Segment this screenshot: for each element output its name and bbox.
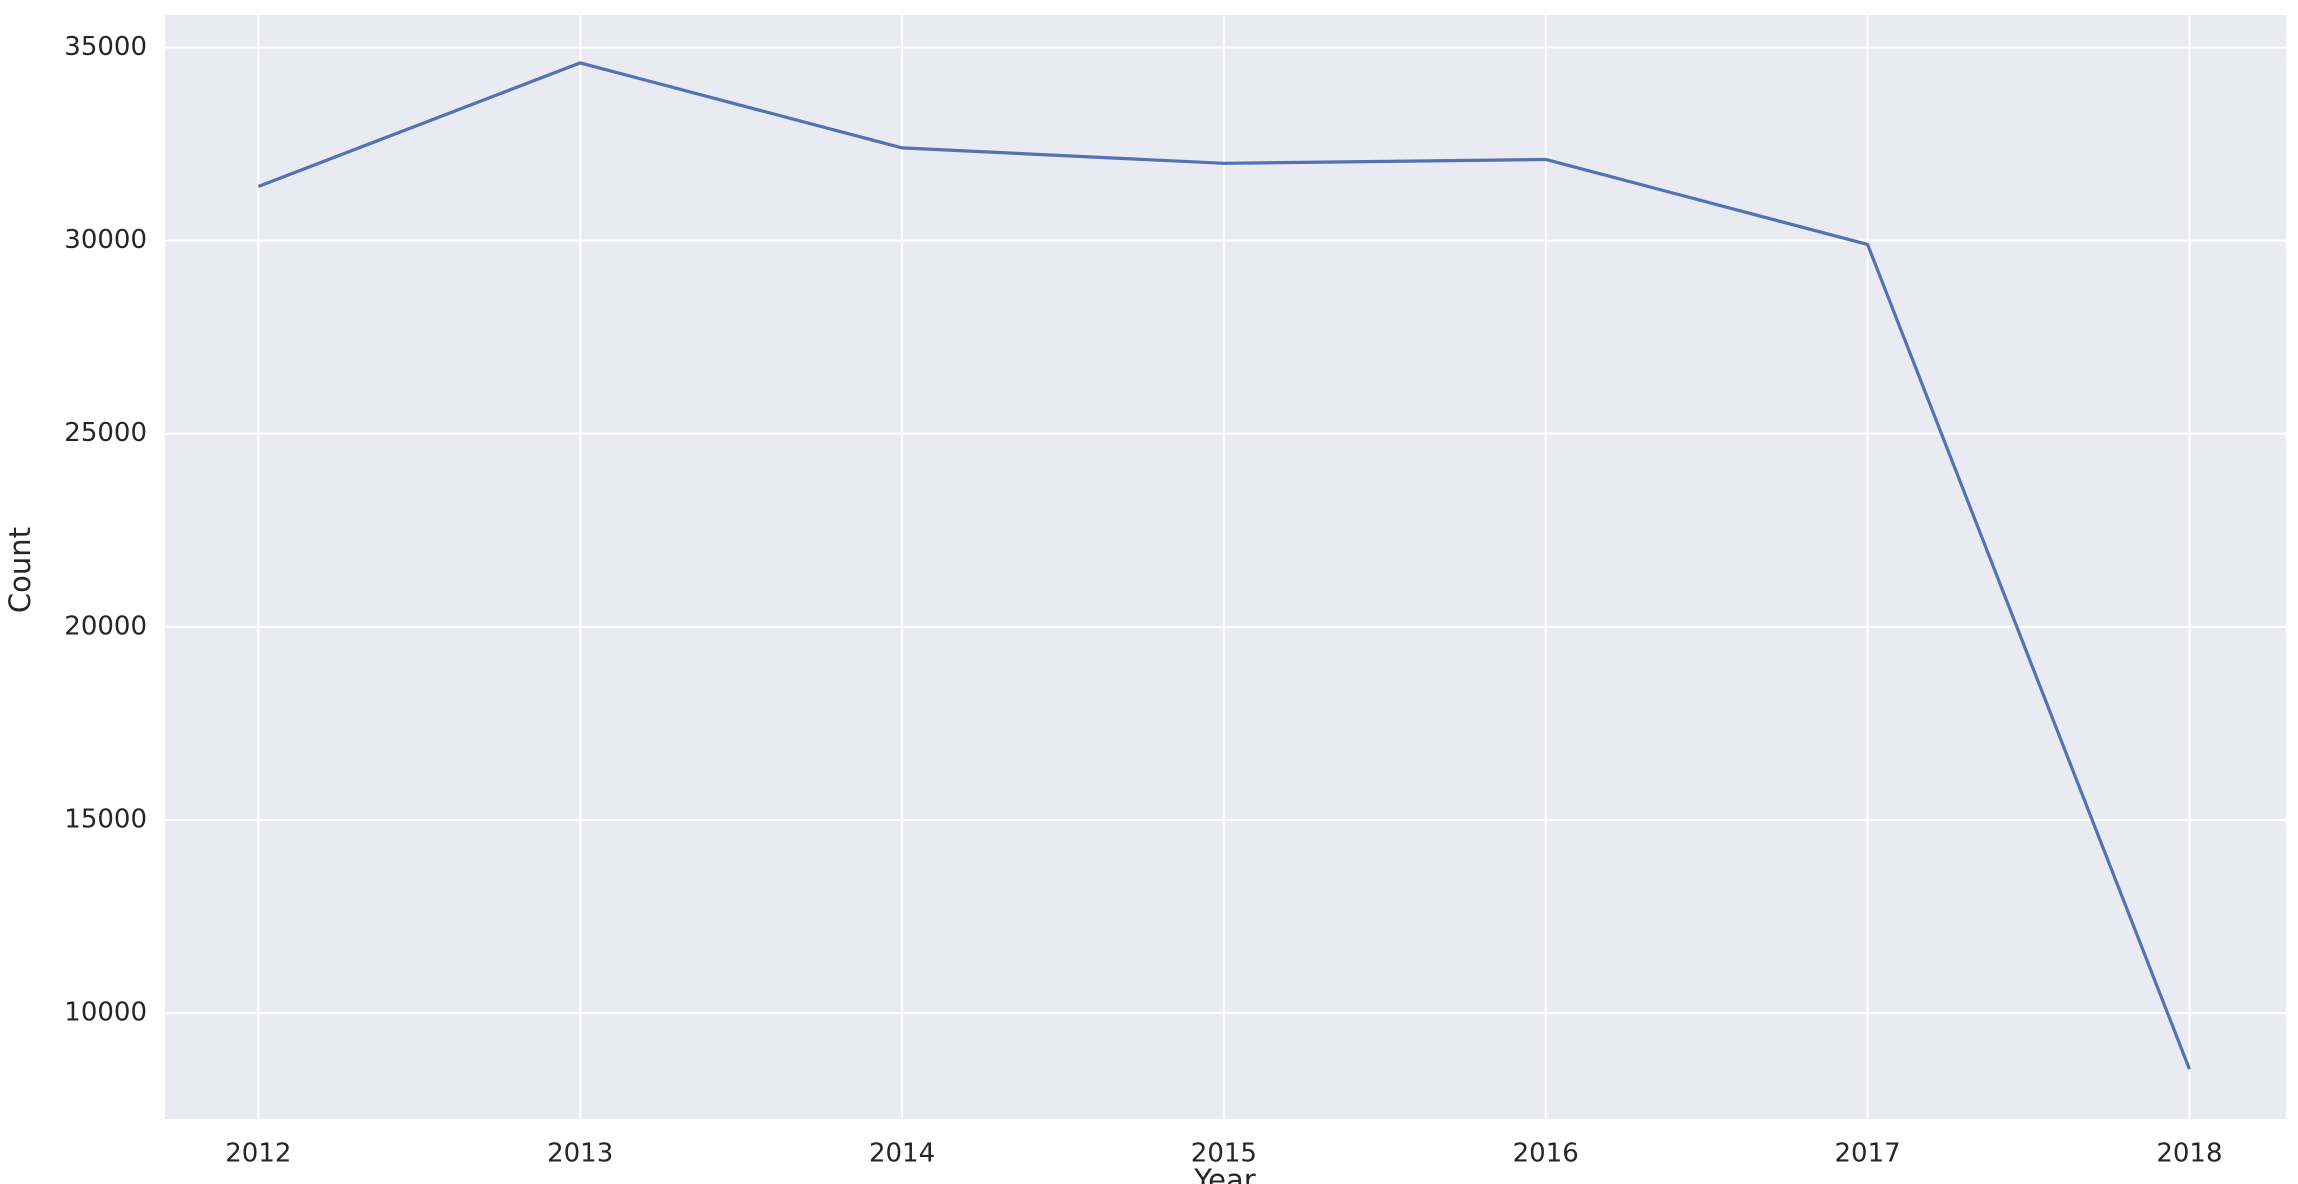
x-tick-label: 2013 xyxy=(547,1139,613,1169)
y-tick-label: 10000 xyxy=(64,998,147,1028)
y-tick-label: 30000 xyxy=(64,225,147,255)
x-tick-label: 2015 xyxy=(1191,1139,1257,1169)
x-tick-label: 2012 xyxy=(225,1139,291,1169)
x-tick-label: 2014 xyxy=(869,1139,935,1169)
y-tick-label: 20000 xyxy=(64,611,147,641)
line-series xyxy=(257,61,2191,1070)
y-axis-label: Count xyxy=(3,527,37,613)
x-tick-label: 2017 xyxy=(1835,1139,1901,1169)
y-tick-label: 35000 xyxy=(64,32,147,62)
x-tick-label: 2018 xyxy=(2156,1139,2222,1169)
plot-background xyxy=(165,15,2286,1119)
y-tick-label: 25000 xyxy=(64,418,147,448)
x-tick-label: 2016 xyxy=(1513,1139,1579,1169)
y-tick-label: 15000 xyxy=(64,805,147,835)
x-axis-label: Year xyxy=(1193,1163,1255,1184)
